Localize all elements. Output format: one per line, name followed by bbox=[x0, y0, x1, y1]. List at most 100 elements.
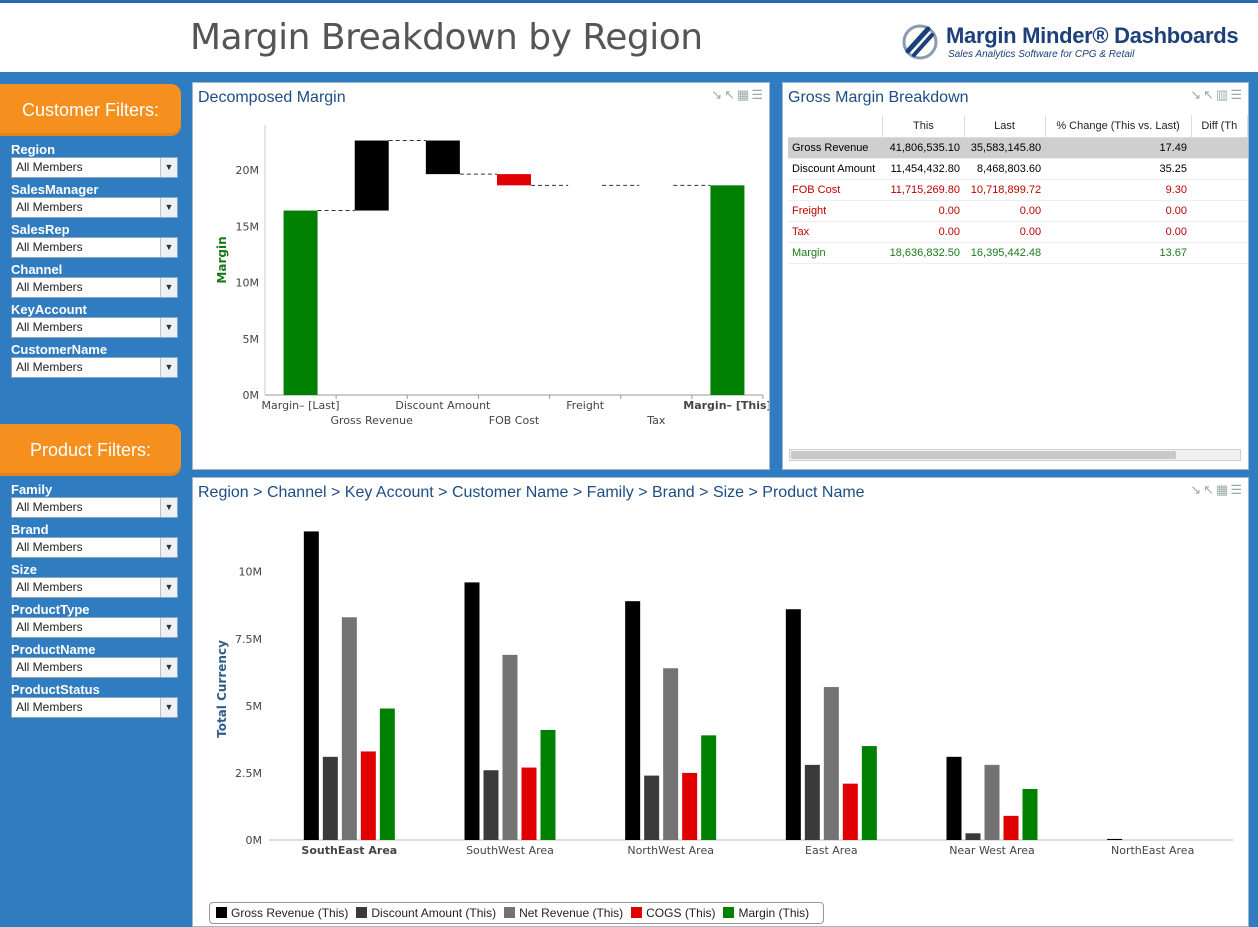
waterfall-bar[interactable] bbox=[354, 140, 389, 211]
menu-icon[interactable]: ☰ bbox=[1230, 482, 1244, 497]
table-row[interactable]: FOB Cost 11,715,269.80 10,718,899.72 9.30 bbox=[788, 179, 1248, 201]
filter-select-value: All Members bbox=[16, 500, 83, 514]
region-bar[interactable] bbox=[701, 735, 717, 840]
region-bar[interactable] bbox=[644, 775, 660, 840]
table-view-icon[interactable]: ▦ bbox=[737, 87, 752, 102]
expand-icon[interactable]: ↖ bbox=[724, 87, 738, 102]
filter-select[interactable]: All Members ▼ bbox=[11, 317, 178, 338]
region-bar[interactable] bbox=[540, 729, 556, 840]
region-bar[interactable] bbox=[663, 668, 679, 840]
region-bar[interactable] bbox=[322, 756, 338, 840]
table-row[interactable]: Freight 0.00 0.00 0.00 bbox=[788, 200, 1248, 222]
region-bar[interactable] bbox=[303, 531, 319, 840]
chevron-down-icon[interactable]: ▼ bbox=[160, 278, 177, 297]
region-bar[interactable] bbox=[785, 609, 801, 840]
chevron-down-icon[interactable]: ▼ bbox=[160, 578, 177, 597]
table-view-icon[interactable]: ▦ bbox=[1216, 482, 1231, 497]
column-header[interactable] bbox=[788, 115, 884, 138]
chevron-down-icon[interactable]: ▼ bbox=[160, 158, 177, 177]
chevron-down-icon[interactable]: ▼ bbox=[160, 498, 177, 517]
menu-icon[interactable]: ☰ bbox=[1230, 87, 1244, 102]
table-body: Gross Revenue 41,806,535.10 35,583,145.80 1… bbox=[788, 137, 1248, 264]
filter-select[interactable]: All Members ▼ bbox=[11, 277, 178, 298]
chevron-down-icon[interactable]: ▼ bbox=[160, 238, 177, 257]
horizontal-scrollbar[interactable] bbox=[789, 449, 1241, 461]
table-row[interactable]: Gross Revenue 41,806,535.10 35,583,145.80 1… bbox=[788, 137, 1248, 159]
legend-item[interactable]: COGS (This) bbox=[631, 903, 715, 923]
filter-label: KeyAccount bbox=[11, 302, 87, 317]
region-bar[interactable] bbox=[502, 654, 518, 840]
region-bar[interactable] bbox=[682, 772, 698, 840]
table-row[interactable]: Margin 18,636,832.50 16,395,442.48 13.67 bbox=[788, 242, 1248, 264]
region-bar[interactable] bbox=[360, 751, 376, 840]
last-value: 0.00 bbox=[964, 200, 1046, 222]
chevron-down-icon[interactable]: ▼ bbox=[160, 358, 177, 377]
chevron-down-icon[interactable]: ▼ bbox=[160, 538, 177, 557]
column-header[interactable]: % Change (This vs. Last) bbox=[1045, 115, 1192, 138]
region-bar[interactable] bbox=[946, 756, 962, 840]
filter-select[interactable]: All Members ▼ bbox=[11, 197, 178, 218]
region-bar[interactable] bbox=[984, 764, 1000, 840]
filter-select[interactable]: All Members ▼ bbox=[11, 537, 178, 558]
legend-item[interactable]: Discount Amount (This) bbox=[356, 903, 496, 923]
filter-select-value: All Members bbox=[16, 660, 83, 674]
filter-select[interactable]: All Members ▼ bbox=[11, 617, 178, 638]
table-row[interactable]: Discount Amount 11,454,432.80 8,468,803.60… bbox=[788, 158, 1248, 180]
waterfall-bar[interactable] bbox=[710, 185, 745, 395]
chevron-down-icon[interactable]: ▼ bbox=[160, 318, 177, 337]
region-bar[interactable] bbox=[861, 746, 877, 840]
waterfall-bar[interactable] bbox=[425, 140, 460, 175]
legend-item[interactable]: Net Revenue (This) bbox=[504, 903, 623, 923]
legend-swatch bbox=[356, 907, 368, 918]
chevron-down-icon[interactable]: ▼ bbox=[160, 658, 177, 677]
region-bar[interactable] bbox=[1107, 838, 1123, 840]
region-bar[interactable] bbox=[521, 767, 537, 840]
legend-item[interactable]: Margin (This) bbox=[723, 903, 809, 923]
filter-select-value: All Members bbox=[16, 280, 83, 294]
region-bar[interactable] bbox=[625, 601, 641, 840]
chevron-down-icon[interactable]: ▼ bbox=[160, 698, 177, 717]
chevron-down-icon[interactable]: ▼ bbox=[160, 618, 177, 637]
row-label: Margin bbox=[788, 242, 883, 264]
legend-item[interactable]: Gross Revenue (This) bbox=[216, 903, 348, 923]
scrollbar-thumb[interactable] bbox=[791, 451, 1176, 459]
chart-view-icon[interactable]: ▥ bbox=[1216, 87, 1231, 102]
region-bar[interactable] bbox=[965, 833, 981, 840]
region-bar[interactable] bbox=[823, 687, 839, 840]
region-bar[interactable] bbox=[842, 783, 858, 840]
expand-icon[interactable]: ↖ bbox=[1203, 87, 1217, 102]
region-drill-path[interactable]: Region > Channel > Key Account > Custome… bbox=[198, 484, 865, 501]
collapse-icon[interactable]: ↘ bbox=[1190, 87, 1204, 102]
table-row[interactable]: Tax 0.00 0.00 0.00 bbox=[788, 221, 1248, 243]
expand-icon[interactable]: ↖ bbox=[1203, 482, 1217, 497]
legend-label: Margin (This) bbox=[738, 906, 810, 920]
filter-select-value: All Members bbox=[16, 240, 83, 254]
region-bar[interactable] bbox=[483, 770, 499, 840]
column-header[interactable]: This bbox=[882, 115, 965, 138]
filter-select[interactable]: All Members ▼ bbox=[11, 657, 178, 678]
region-bar[interactable] bbox=[1003, 815, 1019, 840]
region-bar[interactable] bbox=[804, 764, 820, 840]
filter-select[interactable]: All Members ▼ bbox=[11, 697, 178, 718]
waterfall-bar[interactable] bbox=[283, 210, 318, 395]
row-label: Gross Revenue bbox=[788, 137, 883, 159]
collapse-icon[interactable]: ↘ bbox=[1190, 482, 1204, 497]
filter-select[interactable]: All Members ▼ bbox=[11, 357, 178, 378]
waterfall-bar[interactable] bbox=[497, 174, 531, 186]
filter-label: ProductType bbox=[11, 602, 90, 617]
filter-select[interactable]: All Members ▼ bbox=[11, 237, 178, 258]
collapse-icon[interactable]: ↘ bbox=[711, 87, 725, 102]
region-bar[interactable] bbox=[341, 617, 357, 840]
chevron-down-icon[interactable]: ▼ bbox=[160, 198, 177, 217]
top-accent-bar bbox=[0, 0, 1258, 3]
region-bar[interactable] bbox=[464, 582, 480, 840]
filter-select[interactable]: All Members ▼ bbox=[11, 497, 178, 518]
region-bar[interactable] bbox=[379, 708, 395, 840]
menu-icon[interactable]: ☰ bbox=[751, 87, 765, 102]
filter-select[interactable]: All Members ▼ bbox=[11, 157, 178, 178]
brand-logo[interactable]: Margin Minder® Dashboards Sales Analytic… bbox=[900, 21, 1239, 65]
filter-select[interactable]: All Members ▼ bbox=[11, 577, 178, 598]
column-header[interactable]: Diff (Th bbox=[1191, 115, 1248, 138]
column-header[interactable]: Last bbox=[964, 115, 1046, 138]
region-bar[interactable] bbox=[1022, 789, 1038, 840]
